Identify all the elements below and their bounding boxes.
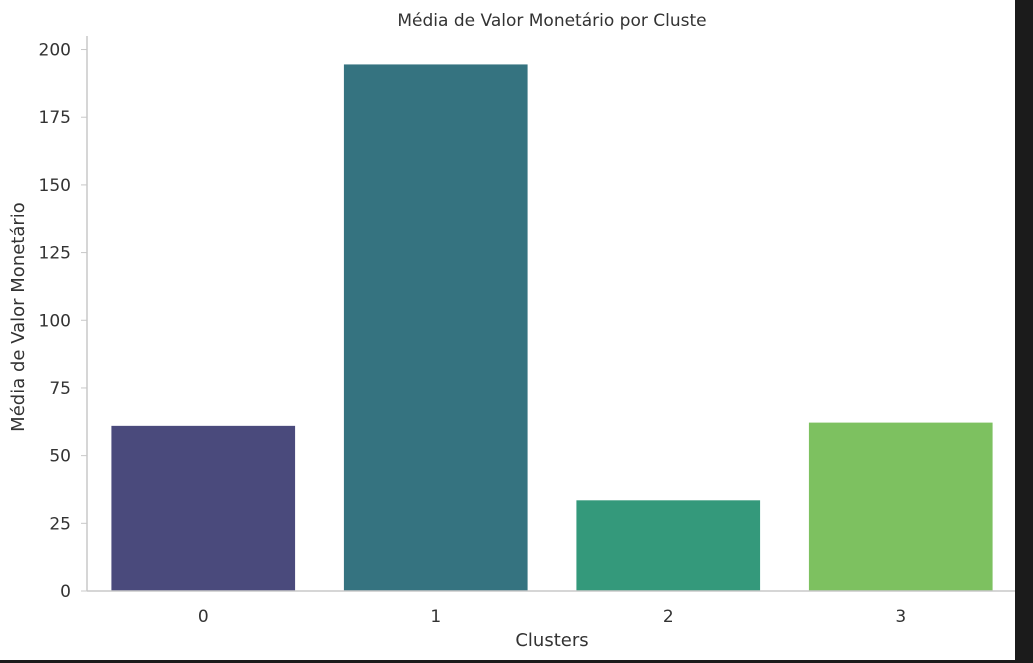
- y-tick-label: 75: [49, 379, 71, 399]
- y-tick-label: 0: [60, 582, 71, 602]
- y-tick-label: 200: [39, 41, 71, 61]
- y-tick-label: 100: [39, 311, 71, 331]
- x-tick-label: 3: [895, 607, 906, 627]
- bar-cluster-1: [343, 64, 528, 592]
- window-bottom-edge: [0, 660, 1033, 663]
- y-tick-label: 125: [39, 244, 71, 264]
- bar-cluster-0: [111, 425, 296, 591]
- x-tick-label: 2: [663, 607, 674, 627]
- y-axis-ticks: 0 25 50 75 100 125 150 175 200: [39, 41, 87, 602]
- y-tick-label: 150: [39, 176, 71, 196]
- y-tick-label: 175: [39, 108, 71, 128]
- bar-cluster-2: [576, 500, 761, 591]
- x-tick-label: 0: [198, 607, 209, 627]
- x-tick-label: 1: [430, 607, 441, 627]
- y-axis-label: Média de Valor Monetário: [8, 202, 29, 432]
- bar-cluster-3: [808, 422, 993, 591]
- y-tick-label: 50: [49, 447, 71, 467]
- x-axis-ticks: 0 1 2 3: [198, 607, 906, 627]
- window-right-edge: [1015, 0, 1033, 663]
- chart-title: Média de Valor Monetário por Cluste: [397, 11, 706, 31]
- y-tick-label: 25: [49, 514, 71, 534]
- x-axis-label: Clusters: [515, 630, 588, 651]
- bars-group: [111, 64, 993, 592]
